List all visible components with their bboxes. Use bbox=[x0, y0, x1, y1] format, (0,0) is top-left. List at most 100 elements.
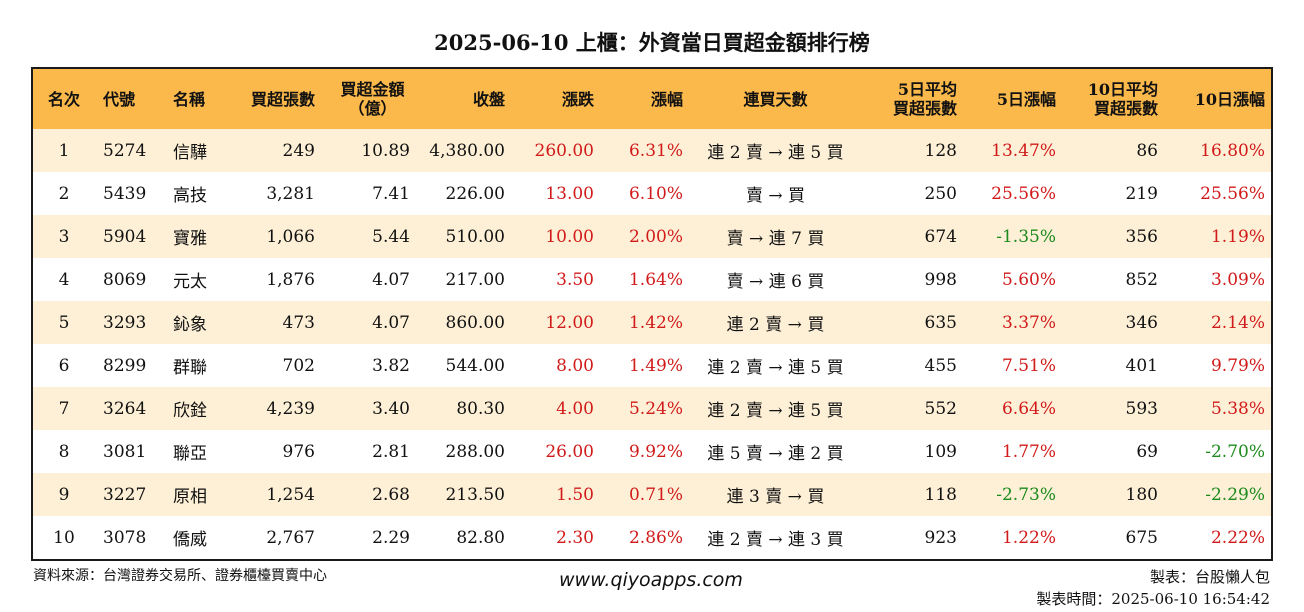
cell-buy-lots: 2,767 bbox=[266, 527, 315, 548]
cell-streak: 賣 → 連 6 買 bbox=[726, 272, 825, 292]
cell-pct5: 25.56% bbox=[991, 183, 1056, 204]
cell-change: 1.50 bbox=[556, 484, 594, 505]
cell-streak: 連 2 賣 → 連 5 買 bbox=[707, 143, 844, 163]
cell-buy-lots: 473 bbox=[282, 312, 315, 333]
website-link[interactable]: www.qiyoapps.com bbox=[559, 569, 743, 591]
cell-change: 10.00 bbox=[545, 226, 594, 247]
cell-pct: 2.00% bbox=[628, 226, 683, 247]
page-title: 2025-06-10 上櫃：外資當日買超金額排行榜 bbox=[434, 30, 870, 55]
cell-pct: 5.24% bbox=[628, 398, 683, 419]
ranking-table: 名次 代號 名稱 買超張數 買超金額 （億） 收盤 漲跌 漲幅 連買天數 5日平… bbox=[31, 67, 1273, 561]
cell-pct10: -2.29% bbox=[1205, 484, 1265, 505]
cell-change: 3.50 bbox=[556, 269, 594, 290]
cell-pct10: 1.19% bbox=[1210, 226, 1265, 247]
table-row: 4 8069 元太 1,876 4.07 217.00 3.50 1.64% 賣 → 連 6 買… bbox=[33, 258, 1271, 301]
cell-change: 4.00 bbox=[556, 398, 594, 419]
cell-pct10: 2.14% bbox=[1210, 312, 1265, 333]
table-row: 1 5274 信驊 249 10.89 4,380.00 260.00 6.31% 連 2 賣 … bbox=[33, 129, 1271, 172]
col-buy-amount-header-line2: （億） bbox=[348, 99, 397, 118]
cell-avg5: 923 bbox=[924, 527, 957, 548]
cell-avg10: 356 bbox=[1125, 226, 1158, 247]
cell-change: 2.30 bbox=[556, 527, 594, 548]
cell-avg10: 852 bbox=[1125, 269, 1158, 290]
cell-pct5: 1.22% bbox=[1001, 527, 1056, 548]
cell-change: 13.00 bbox=[545, 183, 594, 204]
cell-pct10: 2.22% bbox=[1210, 527, 1265, 548]
col-pct5-header: 5日漲幅 bbox=[996, 89, 1056, 109]
cell-avg5: 552 bbox=[924, 398, 957, 419]
data-source-note: 資料來源：台灣證券交易所、證券櫃檯買賣中心 bbox=[33, 568, 327, 584]
cell-name: 元太 bbox=[173, 272, 207, 292]
cell-avg5: 109 bbox=[924, 441, 957, 462]
table-row: 7 3264 欣銓 4,239 3.40 80.30 4.00 5.24% 連 2 賣 → 連 … bbox=[33, 387, 1271, 430]
cell-rank: 7 bbox=[58, 398, 70, 419]
table-row: 10 3078 僑威 2,767 2.29 82.80 2.30 2.86% 連 2 賣 → 連… bbox=[33, 516, 1271, 559]
cell-buy-lots: 3,281 bbox=[266, 183, 315, 204]
col-avg10-header: 10日平均 買超張數 bbox=[1066, 69, 1168, 129]
cell-streak: 連 2 賣 → 連 3 買 bbox=[707, 530, 844, 550]
table-row: 3 5904 寶雅 1,066 5.44 510.00 10.00 2.00% 賣 → 連 7 … bbox=[33, 215, 1271, 258]
cell-buy-amount: 2.29 bbox=[372, 527, 410, 548]
cell-buy-lots: 976 bbox=[282, 441, 315, 462]
cell-buy-lots: 1,066 bbox=[266, 226, 315, 247]
cell-pct10: 3.09% bbox=[1210, 269, 1265, 290]
cell-pct10: 25.56% bbox=[1200, 183, 1265, 204]
cell-close: 288.00 bbox=[445, 441, 505, 462]
cell-buy-amount: 2.68 bbox=[372, 484, 410, 505]
col-pct-header: 漲幅 bbox=[650, 89, 683, 109]
cell-close: 213.50 bbox=[445, 484, 505, 505]
cell-pct: 1.42% bbox=[628, 312, 683, 333]
cell-name: 高技 bbox=[173, 186, 207, 206]
table-maker: 製表：台股懶人包 bbox=[1149, 568, 1270, 586]
col-avg5-header: 5日平均 買超張數 bbox=[858, 69, 967, 129]
cell-close: 217.00 bbox=[445, 269, 505, 290]
cell-pct5: 5.60% bbox=[1001, 269, 1056, 290]
cell-rank: 8 bbox=[58, 441, 70, 462]
cell-name: 群聯 bbox=[173, 358, 207, 378]
cell-buy-amount: 2.81 bbox=[372, 441, 410, 462]
cell-avg5: 128 bbox=[924, 140, 957, 161]
cell-rank: 4 bbox=[58, 269, 70, 290]
table-row: 9 3227 原相 1,254 2.68 213.50 1.50 0.71% 連 3 賣 → 買… bbox=[33, 473, 1271, 516]
cell-pct10: 5.38% bbox=[1210, 398, 1265, 419]
cell-pct10: -2.70% bbox=[1205, 441, 1265, 462]
cell-streak: 連 3 賣 → 買 bbox=[726, 487, 825, 507]
col-code-header: 代號 bbox=[103, 89, 136, 109]
cell-code: 3293 bbox=[103, 312, 147, 333]
cell-pct: 6.10% bbox=[628, 183, 683, 204]
cell-close: 860.00 bbox=[445, 312, 505, 333]
col-rank-header: 名次 bbox=[47, 89, 80, 109]
cell-avg10: 86 bbox=[1136, 140, 1158, 161]
cell-avg5: 998 bbox=[924, 269, 957, 290]
cell-close: 510.00 bbox=[445, 226, 505, 247]
footer-credits: 製表：台股懶人包 製表時間：2025-06-10 16:54:42 bbox=[1036, 566, 1270, 610]
cell-pct: 1.64% bbox=[628, 269, 683, 290]
cell-name: 原相 bbox=[173, 487, 207, 507]
cell-avg5: 250 bbox=[924, 183, 957, 204]
cell-avg5: 455 bbox=[924, 355, 957, 376]
cell-avg10: 219 bbox=[1125, 183, 1158, 204]
cell-buy-lots: 249 bbox=[282, 140, 315, 161]
cell-avg10: 593 bbox=[1125, 398, 1158, 419]
col-avg5-header-line1: 5日平均 bbox=[897, 80, 957, 99]
cell-buy-lots: 4,239 bbox=[266, 398, 315, 419]
col-avg10-header-line1: 10日平均 bbox=[1087, 80, 1158, 99]
cell-name: 僑威 bbox=[173, 530, 207, 550]
cell-pct5: 13.47% bbox=[991, 140, 1056, 161]
cell-avg10: 346 bbox=[1125, 312, 1158, 333]
cell-code: 3078 bbox=[103, 527, 147, 548]
cell-avg10: 675 bbox=[1125, 527, 1158, 548]
cell-name: 欣銓 bbox=[173, 401, 207, 421]
cell-rank: 5 bbox=[58, 312, 70, 333]
col-change-header: 漲跌 bbox=[561, 89, 594, 109]
cell-buy-amount: 3.82 bbox=[372, 355, 410, 376]
cell-rank: 9 bbox=[58, 484, 70, 505]
cell-avg10: 69 bbox=[1136, 441, 1158, 462]
cell-pct: 9.92% bbox=[628, 441, 683, 462]
cell-name: 聯亞 bbox=[173, 444, 207, 464]
cell-streak: 賣 → 連 7 買 bbox=[726, 229, 825, 249]
cell-buy-amount: 4.07 bbox=[372, 312, 410, 333]
cell-streak: 連 2 賣 → 買 bbox=[726, 315, 825, 335]
cell-code: 3227 bbox=[103, 484, 147, 505]
cell-change: 8.00 bbox=[556, 355, 594, 376]
